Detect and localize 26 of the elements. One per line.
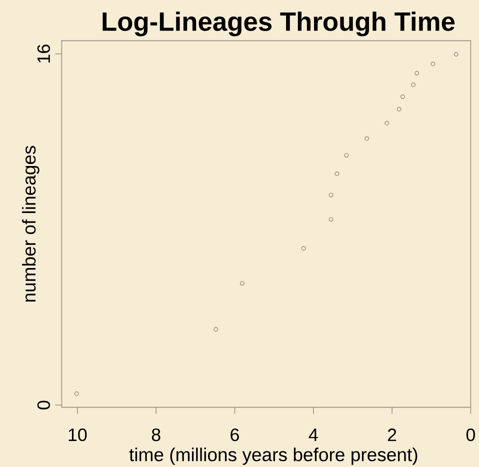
point — [411, 82, 416, 88]
point — [400, 94, 405, 99]
x-tick-label: 0 — [466, 428, 475, 442]
point — [384, 121, 390, 126]
point — [430, 62, 436, 66]
point — [344, 153, 349, 158]
x-tick-label: 4 — [308, 428, 318, 441]
y-tick-label: 16 — [37, 44, 50, 62]
x-tick-label: 2 — [388, 428, 396, 442]
x-tick-label: 6 — [230, 428, 239, 442]
chart-title: Log-Lineages Through Time — [102, 12, 455, 36]
point — [364, 136, 370, 141]
point — [334, 172, 340, 176]
point — [240, 281, 244, 286]
x-axis-title: time (millions years before present) — [129, 448, 418, 465]
x-tick-label: 8 — [152, 428, 160, 442]
x-tick-label: 10 — [68, 428, 87, 442]
y-axis-title: number of lineages — [22, 146, 40, 302]
point — [328, 217, 334, 222]
point — [454, 52, 458, 57]
point — [214, 327, 218, 332]
point — [328, 192, 334, 198]
point — [74, 391, 79, 396]
point — [414, 70, 420, 76]
point — [301, 246, 306, 251]
point — [396, 106, 402, 112]
